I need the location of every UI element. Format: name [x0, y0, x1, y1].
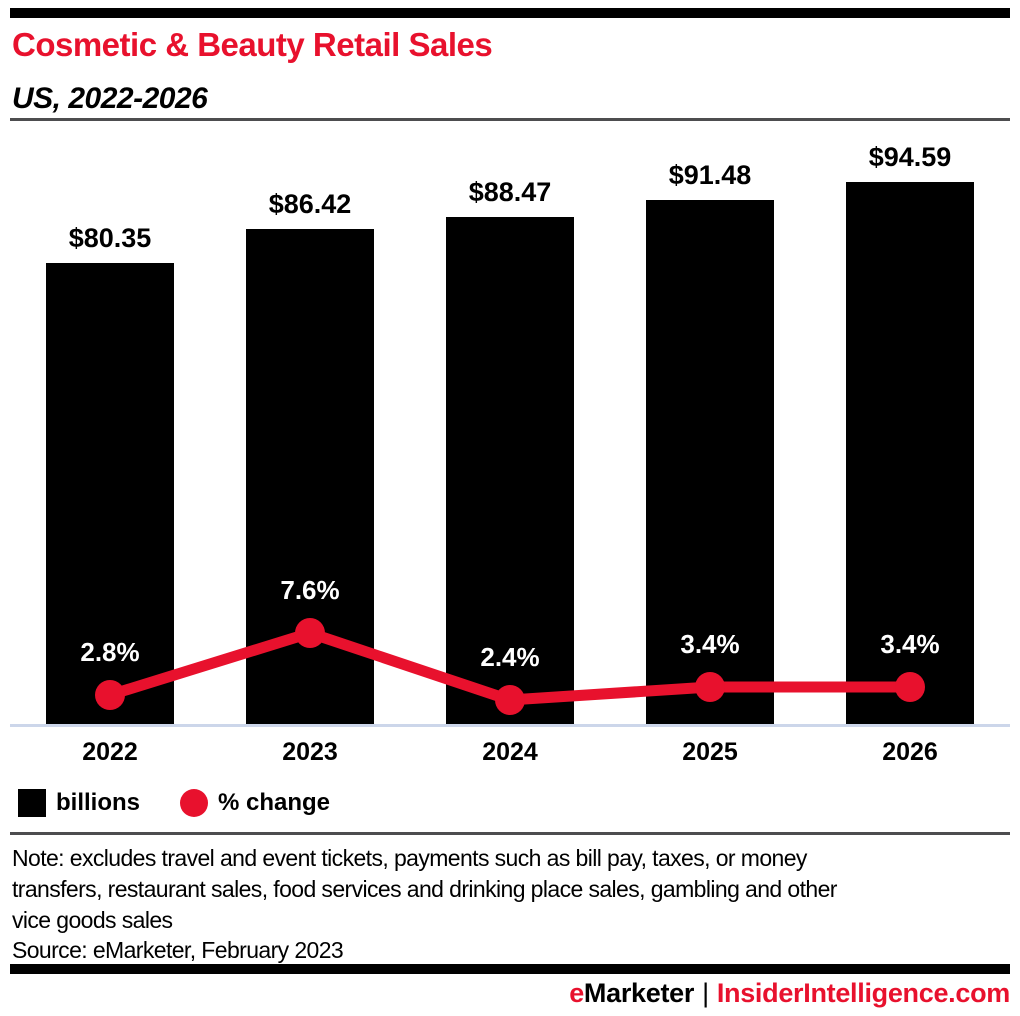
legend-divider	[10, 832, 1010, 835]
x-axis-label-2024: 2024	[482, 738, 538, 766]
chart-source: Source: eMarketer, February 2023	[12, 937, 344, 963]
pct-point-2022	[95, 680, 125, 710]
pct-label-2023: 7.6%	[280, 575, 340, 605]
pct-change-line-layer	[95, 618, 925, 715]
pct-point-2024	[495, 685, 525, 715]
bar-2024	[446, 217, 574, 724]
note-line: transfers, restaurant sales, food servic…	[12, 876, 837, 902]
pct-label-2025: 3.4%	[680, 629, 740, 659]
x-axis-label-2025: 2025	[682, 738, 738, 766]
bar-2026	[846, 182, 974, 724]
brand-separator: |	[702, 978, 709, 1008]
legend-label: % change	[218, 789, 331, 816]
page-title: Cosmetic & Beauty Retail Sales	[12, 26, 493, 63]
bar-value-label-2026: $94.59	[868, 142, 952, 172]
header-divider	[10, 118, 1010, 121]
bar-value-label-2024: $88.47	[468, 177, 552, 207]
brand-footer: eMarketer | InsiderIntelligence.com	[569, 978, 1010, 1009]
x-axis-label-2023: 2023	[282, 738, 338, 766]
note-line: Note: excludes travel and event tickets,…	[12, 845, 807, 871]
x-axis-label-2026: 2026	[882, 738, 938, 766]
line-swatch-icon	[180, 789, 208, 817]
brand-e: e	[569, 978, 584, 1008]
x-axis-line	[10, 724, 1010, 727]
legend-label: billions	[56, 789, 140, 816]
x-axis-label-2022: 2022	[82, 738, 138, 766]
bar-swatch-icon	[18, 789, 46, 817]
chart-note: Note: excludes travel and event tickets,…	[12, 843, 1002, 936]
brand-site-link: InsiderIntelligence.com	[716, 978, 1010, 1008]
bar-2025	[646, 200, 774, 724]
pct-point-2023	[295, 618, 325, 648]
chart-legend: billions % change	[18, 789, 330, 817]
bar-value-label-2025: $91.48	[668, 160, 752, 190]
chart-plot: $80.35 2022 $86.42 2023 $88.47 2024 $91.48 2025…	[10, 130, 1010, 780]
brand-marketer: Marketer	[583, 978, 695, 1008]
legend-item-pct-change: % change	[180, 789, 330, 817]
bar-value-label-2023: $86.42	[268, 189, 352, 219]
pct-point-2026	[895, 672, 925, 702]
pct-label-2022: 2.8%	[80, 637, 140, 667]
pct-label-2024: 2.4%	[480, 642, 540, 672]
pct-label-2026: 3.4%	[880, 629, 940, 659]
top-accent-bar	[10, 8, 1010, 18]
page-subtitle: US, 2022-2026	[12, 82, 208, 115]
pct-point-2025	[695, 672, 725, 702]
bottom-accent-bar	[10, 964, 1010, 974]
note-line: vice goods sales	[12, 907, 173, 933]
legend-item-billions: billions	[18, 789, 140, 817]
bar-2022	[46, 263, 174, 724]
bar-value-label-2022: $80.35	[68, 223, 152, 253]
